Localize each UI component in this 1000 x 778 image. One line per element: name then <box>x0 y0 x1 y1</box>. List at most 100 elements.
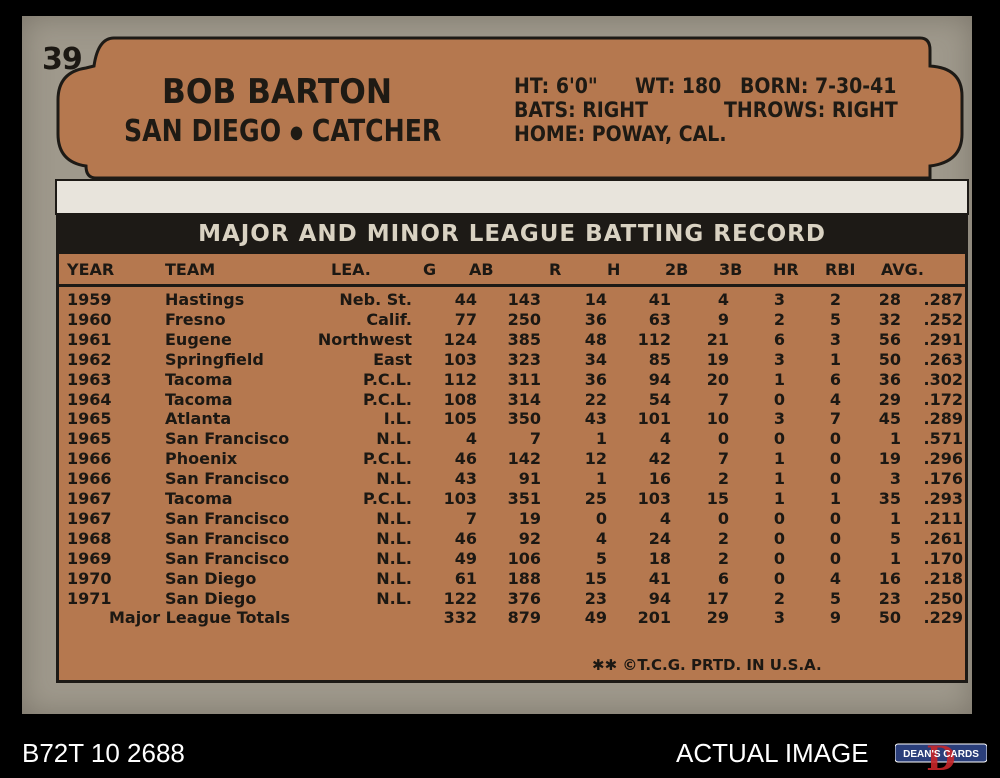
header-doubles: 2B <box>665 260 689 279</box>
svg-text:DEAN'S CARDS: DEAN'S CARDS <box>903 749 979 760</box>
cell-year: 1968 <box>67 528 112 548</box>
cell-rbi: 16 <box>878 568 901 588</box>
cell-at-bats: 188 <box>507 568 541 588</box>
header-games: G <box>423 260 437 279</box>
cell-rbi: 35 <box>878 489 901 508</box>
cell-games: 49 <box>454 548 477 568</box>
cell-year: 1967 <box>67 489 112 508</box>
cell-runs: 14 <box>584 290 607 309</box>
cell-team: Tacoma <box>165 389 233 409</box>
cell-triples: 2 <box>773 588 785 608</box>
cell-hits: 42 <box>648 449 671 469</box>
cell-average: .250 <box>923 588 963 608</box>
cell-games: 108 <box>443 389 477 409</box>
cell-hits: 4 <box>659 429 671 449</box>
cell-at-bats: 376 <box>507 588 541 608</box>
cell-league: N.L. <box>376 469 412 489</box>
deans-cards-logo: D DEAN'S CARDS <box>895 739 987 774</box>
actual-image-label: ACTUAL IMAGE <box>676 738 869 768</box>
cell-league: N.L. <box>376 429 412 449</box>
cell-at-bats: 323 <box>507 349 541 369</box>
cell-rbi: 36 <box>878 369 901 389</box>
cell-triples: 0 <box>773 528 785 548</box>
cell-triples: 0 <box>773 548 785 568</box>
cell-doubles: 0 <box>717 429 729 449</box>
header-hits: H <box>607 260 621 279</box>
cell-league: P.C.L. <box>363 389 412 409</box>
cell-games: 4 <box>465 429 477 449</box>
cell-triples: 0 <box>773 389 785 409</box>
cell-at-bats: 106 <box>507 548 541 568</box>
cell-team: Fresno <box>165 309 226 329</box>
cell-games: 77 <box>454 309 477 329</box>
cell-homers: 4 <box>829 389 841 409</box>
cell-doubles: 15 <box>706 489 729 508</box>
cell-rbi: 1 <box>889 548 901 568</box>
cell-year: 1965 <box>67 429 112 449</box>
cell-homers: 7 <box>829 409 841 429</box>
cell-rbi: 19 <box>878 449 901 469</box>
cell-games: 44 <box>454 290 477 309</box>
cell-homers: 1 <box>829 349 841 369</box>
bio-throws: THROWS: RIGHT <box>724 98 898 122</box>
cell-hits: 101 <box>637 409 671 429</box>
cell-runs: 34 <box>584 349 607 369</box>
cell-runs: 5 <box>595 548 607 568</box>
cell-year: 1962 <box>67 349 112 369</box>
cell-league: I.L. <box>383 409 412 429</box>
bio-bats: BATS: RIGHT <box>514 98 649 122</box>
cell-triples: 1 <box>773 369 785 389</box>
cell-league: Calif. <box>366 309 412 329</box>
totals-average: .229 <box>923 608 963 628</box>
record-title: MAJOR AND MINOR LEAGUE BATTING RECORD <box>56 214 968 254</box>
cell-triples: 1 <box>773 489 785 508</box>
cell-doubles: 17 <box>706 588 729 608</box>
cell-at-bats: 250 <box>507 309 541 329</box>
stats-table: YEAR TEAM LEA. G AB R H 2B 3B HR RBI AVG. 1959 Hasti… <box>56 254 968 683</box>
baseball-card-back: 39 BOB BARTON SAN DIEGO ● CATCHER HT: 6'… <box>22 16 972 714</box>
cell-homers: 1 <box>829 489 841 508</box>
cell-homers: 0 <box>829 508 841 528</box>
cell-doubles: 2 <box>717 469 729 489</box>
cell-league: N.L. <box>376 508 412 528</box>
cell-at-bats: 143 <box>507 290 541 309</box>
cell-team: San Francisco <box>165 528 290 548</box>
cell-team: San Francisco <box>165 469 290 489</box>
header-year: YEAR <box>67 260 115 279</box>
cell-league: N.L. <box>376 588 412 608</box>
cell-hits: 85 <box>648 349 671 369</box>
team-position: SAN DIEGO ● CATCHER <box>124 114 441 149</box>
header-runs: R <box>549 260 562 279</box>
cell-rbi: 1 <box>889 508 901 528</box>
team-name: SAN DIEGO <box>124 114 282 149</box>
header-rbi: RBI <box>825 260 856 279</box>
cell-team: San Diego <box>165 588 257 608</box>
cell-league: N.L. <box>376 548 412 568</box>
totals-doubles: 29 <box>706 608 729 628</box>
cell-homers: 0 <box>829 548 841 568</box>
cell-doubles: 2 <box>717 548 729 568</box>
cell-average: .170 <box>923 548 963 568</box>
cell-triples: 1 <box>773 449 785 469</box>
bio-home: HOME: POWAY, CAL. <box>514 122 727 146</box>
cell-runs: 15 <box>584 568 607 588</box>
cell-rbi: 28 <box>878 290 901 309</box>
cell-doubles: 7 <box>717 389 729 409</box>
cell-average: .261 <box>923 528 963 548</box>
totals-rbi: 50 <box>878 608 901 628</box>
cell-games: 61 <box>454 568 477 588</box>
white-strip <box>55 179 969 215</box>
cell-hits: 94 <box>648 588 671 608</box>
cell-league: East <box>373 349 412 369</box>
cell-team: San Diego <box>165 568 257 588</box>
cell-rbi: 23 <box>878 588 901 608</box>
cell-year: 1964 <box>67 389 112 409</box>
cell-homers: 2 <box>829 290 841 309</box>
cell-homers: 5 <box>829 588 841 608</box>
bio-born: BORN: 7-30-41 <box>740 74 897 98</box>
cell-runs: 36 <box>584 309 607 329</box>
player-name: BOB BARTON <box>162 72 393 112</box>
cell-average: .218 <box>923 568 963 588</box>
cell-runs: 48 <box>584 329 607 349</box>
totals-homers: 9 <box>829 608 841 628</box>
